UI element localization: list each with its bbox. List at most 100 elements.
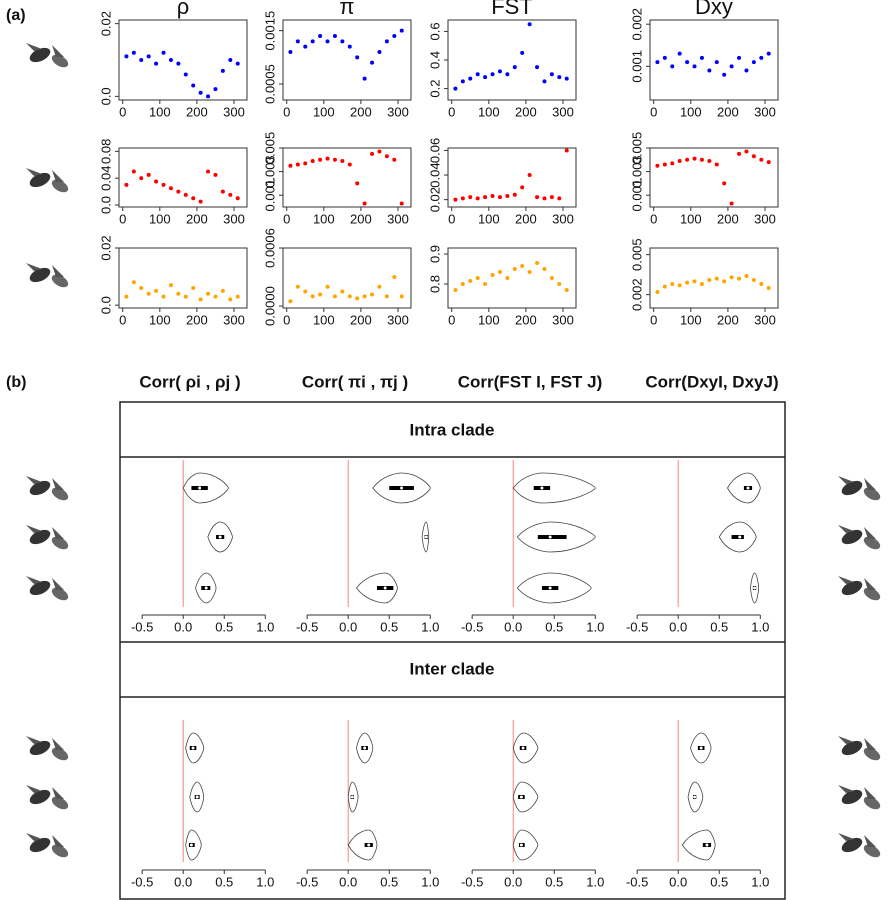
bird-body: [29, 172, 51, 188]
point: [235, 61, 240, 66]
y-tick-label: 0.002: [629, 8, 644, 41]
violin-median: [738, 535, 742, 539]
violin-median: [367, 843, 371, 847]
point: [183, 192, 188, 197]
y-tick-label: 0.06: [427, 138, 442, 163]
violin: [347, 829, 378, 861]
x-tick-label: 0.0: [669, 874, 687, 889]
x-tick-label: -0.5: [296, 619, 318, 634]
x-tick-label: 300: [754, 104, 776, 119]
point: [729, 64, 734, 69]
x-tick-label: -0.5: [626, 874, 648, 889]
point: [362, 201, 367, 206]
point: [213, 172, 218, 177]
point: [213, 87, 218, 92]
x-tick-label: 0.5: [710, 619, 728, 634]
point: [685, 60, 690, 65]
bird-wing: [26, 785, 64, 799]
panel-title: π: [339, 0, 354, 19]
x-tick-label: 0: [283, 104, 290, 119]
point: [535, 65, 540, 70]
x-tick-label: 100: [313, 104, 335, 119]
point: [685, 157, 690, 162]
bird-wing: [838, 785, 876, 799]
column-header: Corr(DxyI, DxyJ): [645, 372, 778, 391]
bird-icon: [26, 576, 69, 601]
violin-median: [519, 795, 523, 799]
panel-b-frame: [119, 401, 786, 900]
point: [161, 50, 166, 55]
panel-title: ρ: [177, 0, 190, 19]
point: [549, 276, 554, 280]
point: [310, 39, 315, 44]
x-tick-label: 300: [387, 104, 409, 119]
point: [154, 179, 159, 184]
point: [505, 72, 510, 77]
x-tick-label: -0.5: [131, 874, 153, 889]
bird-icon: [26, 833, 69, 858]
point: [355, 181, 360, 186]
point: [512, 65, 517, 70]
point: [677, 51, 682, 56]
point: [303, 289, 308, 294]
bird-body: [29, 480, 51, 496]
violin-median: [189, 843, 193, 847]
point: [288, 50, 293, 54]
x-tick-label: 300: [223, 211, 245, 226]
bird-icon: [838, 785, 881, 810]
point: [384, 39, 389, 44]
point: [655, 290, 660, 294]
point: [213, 294, 218, 299]
point: [325, 284, 330, 289]
plot-frame: [118, 147, 248, 208]
x-tick-label: 0.0: [174, 619, 192, 634]
point: [751, 278, 756, 282]
point: [131, 280, 136, 285]
bird-wing: [838, 736, 876, 750]
x-tick-label: 0.5: [545, 619, 563, 634]
x-tick-label: 200: [186, 312, 208, 327]
x-tick-label: 0.0: [339, 874, 357, 889]
point: [766, 51, 771, 56]
point: [692, 156, 697, 161]
y-tick-label: 0.003: [262, 155, 277, 188]
plot-frame: [118, 19, 248, 101]
point: [139, 176, 144, 181]
y-tick-label: 0.0: [98, 296, 113, 314]
bird-wing: [26, 736, 64, 750]
x-tick-label: 1.0: [751, 619, 769, 634]
point: [295, 162, 300, 167]
x-tick-label: -0.5: [461, 874, 483, 889]
violin-median: [548, 535, 552, 539]
bird-wing: [26, 476, 64, 490]
point: [737, 151, 742, 156]
panel-label: (a): [6, 7, 26, 24]
bird-body: [51, 487, 69, 501]
bird-body: [51, 747, 69, 761]
violin-median: [195, 795, 199, 799]
bird-icon: [26, 168, 69, 193]
y-tick-label: 0.0015: [262, 11, 277, 51]
bird-wing: [838, 833, 876, 847]
point: [124, 294, 129, 299]
violin: [512, 829, 539, 861]
point: [490, 72, 495, 77]
plot-frame: [649, 247, 779, 309]
section-title: Inter clade: [409, 659, 494, 678]
point: [759, 157, 764, 162]
point: [355, 296, 360, 301]
x-tick-label: 200: [515, 312, 537, 327]
violin-median: [746, 486, 750, 490]
point: [220, 189, 225, 194]
y-tick-label: 0.005: [262, 132, 277, 165]
x-tick-label: 0: [119, 211, 126, 226]
point: [483, 75, 488, 80]
point: [303, 44, 308, 49]
point: [228, 192, 233, 197]
point: [139, 58, 144, 62]
bird-icon: [26, 476, 69, 501]
point: [505, 276, 510, 280]
y-tick-label: 0.005: [629, 132, 644, 165]
point: [392, 157, 397, 162]
bird-icon: [838, 476, 881, 501]
